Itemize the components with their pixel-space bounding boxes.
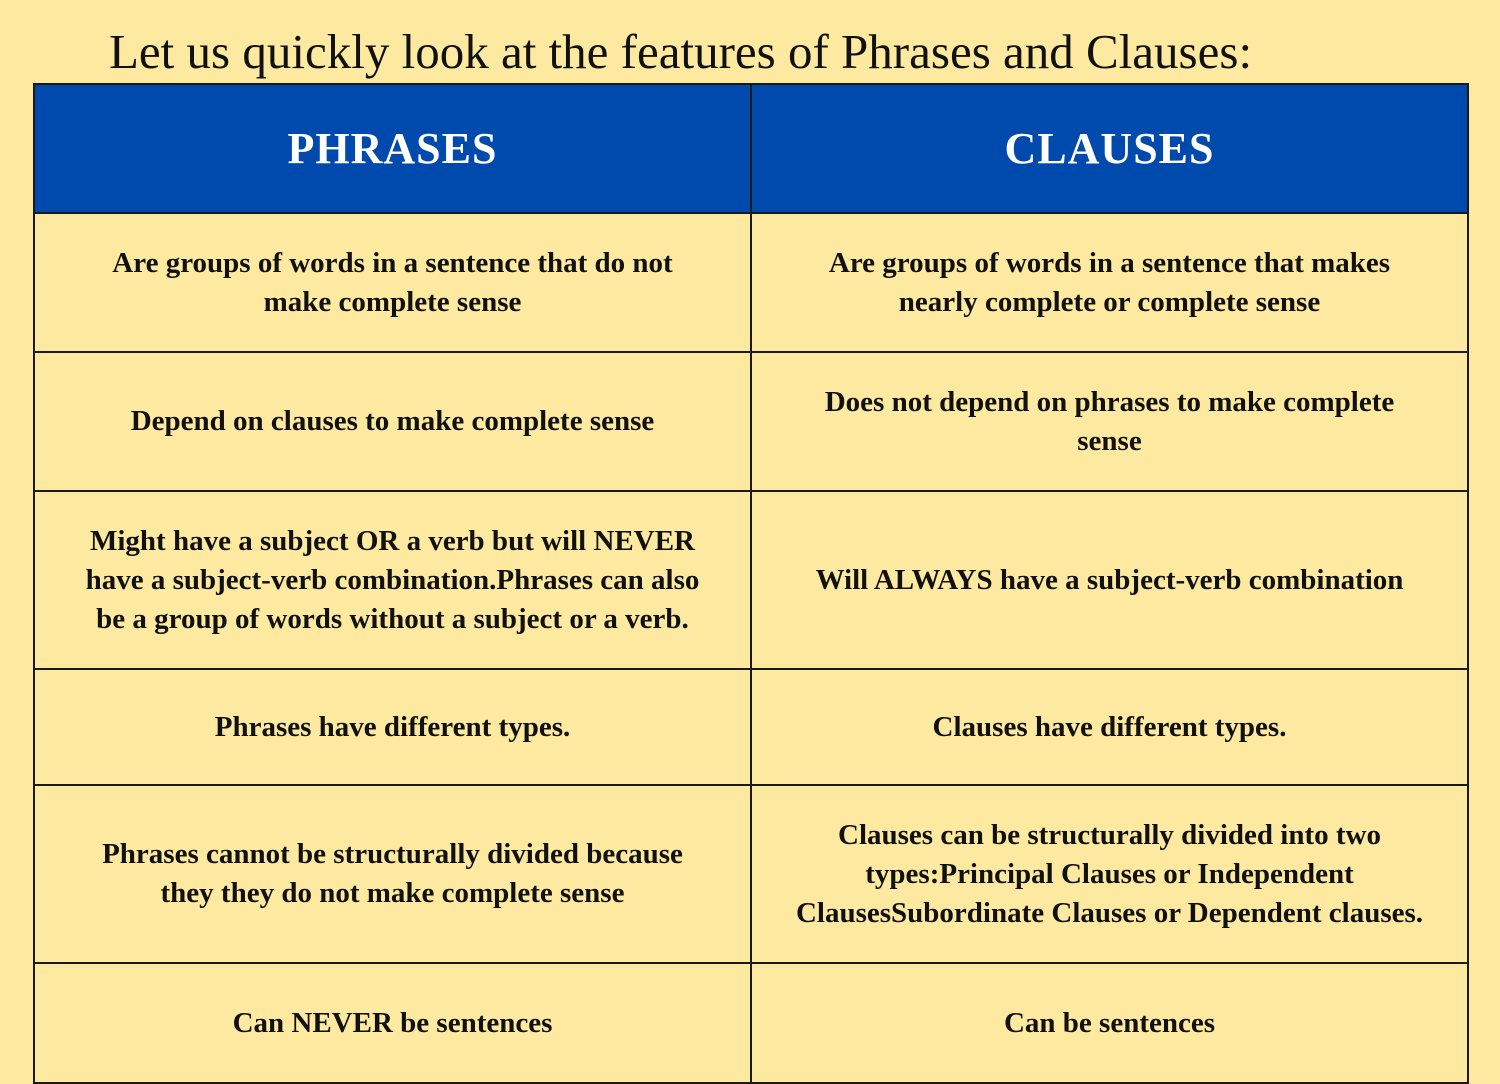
page-title: Let us quickly look at the features of P… [109,24,1253,79]
phrases-cell: Phrases have different types. [33,668,752,786]
header-phrases: PHRASES [33,83,752,214]
clauses-cell: Are groups of words in a sentence that m… [750,212,1469,353]
phrases-cell: Might have a subject OR a verb but will … [33,490,752,670]
table-header-row: PHRASES CLAUSES [33,83,1469,214]
phrases-cell: Depend on clauses to make complete sense [33,351,752,492]
table-row: Might have a subject OR a verb but will … [33,490,1469,670]
comparison-table: PHRASES CLAUSES Are groups of words in a… [33,83,1469,1084]
clauses-cell: Can be sentences [750,962,1469,1084]
clauses-cell: Does not depend on phrases to make compl… [750,351,1469,492]
table-row: Are groups of words in a sentence that d… [33,212,1469,353]
clauses-cell: Clauses can be structurally divided into… [750,784,1469,964]
table-row: Depend on clauses to make complete sense… [33,351,1469,492]
phrases-cell: Can NEVER be sentences [33,962,752,1084]
phrases-cell: Phrases cannot be structurally divided b… [33,784,752,964]
clauses-cell: Will ALWAYS have a subject-verb combinat… [750,490,1469,670]
clauses-cell: Clauses have different types. [750,668,1469,786]
table-row: Can NEVER be sentences Can be sentences [33,962,1469,1084]
table-row: Phrases have different types. Clauses ha… [33,668,1469,786]
header-clauses: CLAUSES [750,83,1469,214]
table-row: Phrases cannot be structurally divided b… [33,784,1469,964]
phrases-cell: Are groups of words in a sentence that d… [33,212,752,353]
